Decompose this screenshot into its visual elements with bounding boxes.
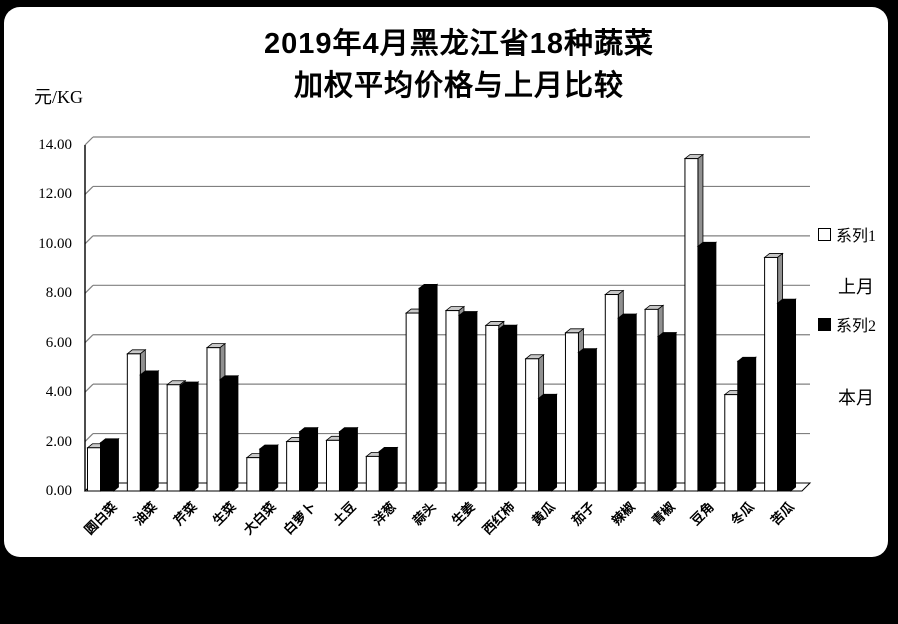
bar-系列2-土豆	[338, 431, 353, 492]
bar-side-face	[750, 356, 757, 492]
bar-系列1-白萝卜	[286, 441, 301, 492]
y-tick-label: 0.00	[45, 483, 72, 499]
chart-surface: 2019年4月黑龙江省18种蔬菜 加权平均价格与上月比较 元/KG 0.00 2.…	[4, 7, 888, 557]
legend-annotation-this-month: 本月	[838, 388, 874, 408]
bar-side-face	[551, 393, 558, 492]
chart-title: 2019年4月黑龙江省18种蔬菜 加权平均价格与上月比较	[64, 23, 854, 107]
bar-side-face	[670, 331, 677, 492]
bar-系列1-生姜	[445, 310, 460, 492]
bar-系列2-生姜	[458, 315, 473, 492]
bar-系列1-冬瓜	[724, 394, 739, 492]
bar-系列2-冬瓜	[737, 360, 752, 492]
bar-系列2-油菜	[139, 374, 154, 492]
grid-diagonal	[84, 136, 94, 146]
bar-系列2-芹菜	[179, 385, 194, 492]
grid-diagonal	[84, 284, 94, 294]
grid-diagonal	[84, 433, 94, 442]
y-tick-label: 4.00	[45, 384, 72, 401]
grid-diagonal	[84, 383, 94, 393]
bar-系列1-豆角	[684, 158, 699, 492]
bar-系列2-茄子	[577, 352, 592, 492]
bar-系列1-生菜	[206, 347, 221, 492]
bar-系列1-油菜	[126, 353, 141, 492]
y-tick-label: 12.00	[38, 186, 72, 203]
bar-side-face	[152, 370, 159, 492]
y-tick-label: 10.00	[38, 235, 72, 252]
bar-side-face	[471, 310, 478, 492]
y-tick-label: 14.00	[38, 137, 72, 153]
bar-side-face	[113, 437, 119, 492]
bar-系列1-芹菜	[166, 384, 181, 492]
bar-side-face	[312, 426, 319, 492]
legend-label-series1: 系列1	[836, 228, 877, 245]
bar-side-face	[391, 446, 398, 492]
bar-side-face	[710, 241, 717, 492]
bar-系列1-蒜头	[405, 312, 420, 492]
bar-系列2-蒜头	[418, 287, 433, 492]
legend-item-series2: 系列2	[818, 312, 876, 336]
bar-系列2-西红柿	[498, 328, 513, 492]
grid-diagonal	[84, 235, 94, 245]
bar-系列2-大白菜	[259, 448, 274, 492]
unit-label: 元/KG	[34, 87, 83, 107]
bar-系列1-苦瓜	[764, 256, 779, 492]
legend-item-series1: 系列1	[818, 222, 876, 246]
y-tick-label: 2.00	[45, 433, 72, 450]
legend-annotation-last-month: 上月	[838, 277, 874, 297]
bar-系列2-豆角	[697, 245, 712, 492]
bar-系列2-青椒	[657, 336, 672, 492]
bar-系列1-圆白菜	[87, 447, 101, 492]
y-tick-label: 6.00	[45, 334, 72, 351]
series1-swatch-icon	[818, 227, 831, 241]
title-line-1: 2019年4月黑龙江省18种蔬菜	[264, 28, 654, 60]
bar-系列1-青椒	[644, 308, 659, 492]
bar-系列2-辣椒	[617, 317, 632, 492]
plot-area	[83, 136, 812, 492]
bar-系列1-黄瓜	[525, 358, 540, 492]
page-background: { "chart_data": { "type": "bar", "style"…	[4, 7, 888, 557]
title-line-2: 加权平均价格与上月比较	[293, 70, 624, 102]
bar-系列2-白萝卜	[299, 431, 314, 492]
bar-side-face	[352, 426, 358, 492]
legend-label-series2: 系列2	[836, 318, 877, 335]
bar-side-face	[232, 374, 239, 492]
series2-swatch-icon	[818, 317, 831, 331]
bar-系列2-苦瓜	[777, 302, 792, 492]
bar-系列2-洋葱	[378, 450, 393, 492]
bar-side-face	[591, 347, 597, 492]
bar-系列2-生菜	[219, 379, 234, 492]
bar-系列1-西红柿	[485, 324, 500, 492]
bar-side-face	[790, 298, 797, 492]
bar-side-face	[630, 313, 637, 492]
bar-side-face	[192, 381, 199, 492]
bar-系列1-大白菜	[246, 457, 261, 492]
bar-系列1-洋葱	[365, 455, 380, 492]
grid-diagonal	[84, 186, 94, 195]
bar-side-face	[272, 444, 279, 492]
bar-系列1-土豆	[325, 439, 340, 492]
grid-diagonal	[84, 334, 94, 344]
bar-side-face	[431, 283, 438, 492]
y-tick-label: 8.00	[45, 285, 72, 302]
bar-side-face	[511, 324, 518, 492]
bar-系列1-辣椒	[604, 294, 619, 492]
bar-系列2-圆白菜	[100, 442, 114, 492]
bar-系列2-黄瓜	[538, 397, 553, 492]
bar-系列1-茄子	[564, 332, 579, 492]
